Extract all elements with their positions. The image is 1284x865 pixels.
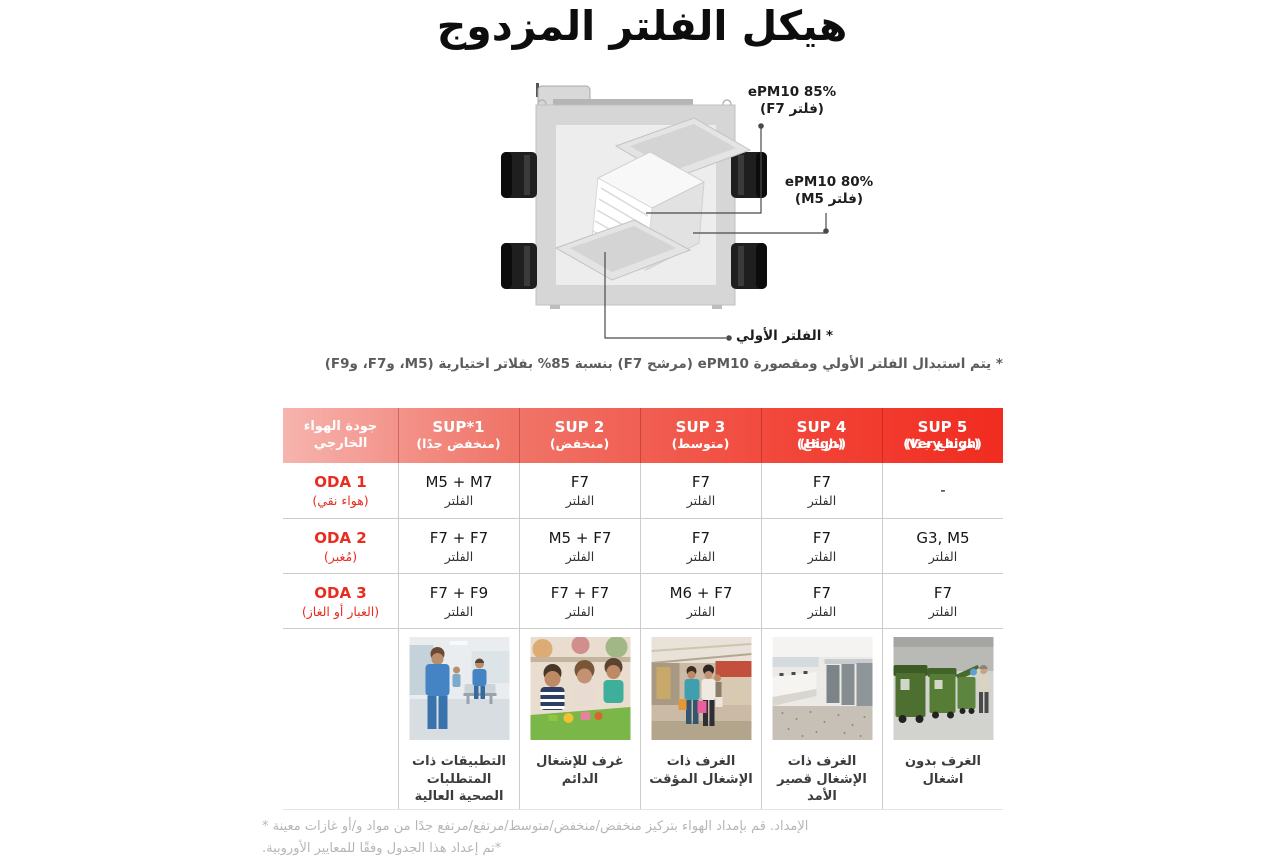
page-title: هيكل الفلتر المزدوج bbox=[436, 2, 848, 50]
application-caption: الغرف بدون اشغال bbox=[905, 754, 981, 787]
application-caption: غرف للإشغال الدائم bbox=[536, 754, 624, 787]
application-caption: التطبيقات ذات المتطلبات الصحية العالية bbox=[412, 754, 506, 805]
application-caption: الغرف ذات الإشغال المؤقت bbox=[649, 754, 753, 787]
hospital-corridor-image bbox=[409, 637, 510, 740]
application-cell-hospital: التطبيقات ذات المتطلبات الصحية العالية bbox=[398, 629, 519, 809]
duct-port-top-left bbox=[501, 152, 537, 198]
header-sup5: SUP 5 (مرتفع جدًا) (Very high) bbox=[882, 408, 1003, 463]
header-outdoor-air-quality: جودة الهواء الخارجي bbox=[303, 418, 378, 451]
footnote-supply: الإمداد. قم بإمداد الهواء بتركيز منخفض/م… bbox=[262, 819, 809, 834]
filter-f7-label: ePM10 85% (فلتر F7) bbox=[726, 84, 858, 118]
filter-m5-label-line1: ePM10 80% bbox=[784, 174, 874, 190]
shopping-mall-image bbox=[650, 637, 752, 740]
table-row-oda1: ODA 1 (هواء نقي) M5 + M7 الفلتر F7 الفلتر … bbox=[283, 463, 1003, 518]
table-header-row: جودة الهواء الخارجي SUP*1 (منخفض جدًا) S… bbox=[283, 408, 1003, 463]
filter-selection-table: جودة الهواء الخارجي SUP*1 (منخفض جدًا) S… bbox=[283, 408, 1003, 810]
footnote-standards: *تم إعداد هذا الجدول وفقًا للمعايير الأو… bbox=[262, 841, 502, 857]
header-sup2: SUP 2 (منخفض) bbox=[519, 408, 640, 463]
unit-top-rail bbox=[553, 99, 693, 106]
filter-m5-label: ePM10 80% (فلتر M5) bbox=[766, 174, 892, 208]
filter-m5-label-line2: (فلتر M5) bbox=[794, 190, 864, 207]
primary-filter-label: * الفلتر الأولي bbox=[736, 328, 834, 344]
ventilation-unit-diagram bbox=[501, 83, 829, 341]
duct-port-bottom-left bbox=[501, 243, 537, 289]
application-cell-mall: الغرف ذات الإشغال المؤقت bbox=[640, 629, 761, 809]
applications-empty-cell bbox=[283, 629, 398, 809]
table-row-oda2: ODA 2 (مُغبر) F7 + F7 الفلتر M5 + F7 الفلت… bbox=[283, 518, 1003, 573]
table-row-oda3: ODA 3 (الغبار أو الغاز) F7 + F9 الفلتر F7… bbox=[283, 573, 1003, 628]
application-cell-restroom: الغرف ذات الإشغال قصير الأمد bbox=[761, 629, 882, 809]
replacement-note: * يتم استبدال الفلتر الأولي ومقصورة ePM1… bbox=[324, 356, 1003, 372]
filter-f7-label-line1: ePM10 85% bbox=[747, 84, 837, 100]
header-sup1: SUP*1 (منخفض جدًا) bbox=[398, 408, 519, 463]
oda1-label: ODA 1 (هواء نقي) bbox=[312, 473, 369, 508]
oda2-label: ODA 2 (مُغبر) bbox=[314, 528, 367, 564]
children-playroom-image bbox=[530, 637, 631, 740]
filter-panel-m5 bbox=[554, 219, 692, 281]
duct-port-bottom-right bbox=[731, 243, 767, 289]
waste-bins-image bbox=[893, 637, 994, 740]
header-sup4: SUP 4 (مرتفع) (High) bbox=[761, 408, 882, 463]
filter-f7-label-line2: (فلتر F7) bbox=[760, 100, 824, 117]
application-cell-waste: الغرف بدون اشغال bbox=[882, 629, 1003, 809]
public-restroom-image bbox=[772, 637, 873, 740]
application-cell-playroom: غرف للإشغال الدائم bbox=[519, 629, 640, 809]
footnotes: الإمداد. قم بإمداد الهواء بتركيز منخفض/م… bbox=[262, 816, 1003, 860]
application-caption: الغرف ذات الإشغال قصير الأمد bbox=[777, 754, 867, 805]
header-sup3: SUP 3 (متوسط) bbox=[640, 408, 761, 463]
oda3-label: ODA 3 (الغبار أو الغاز) bbox=[301, 583, 380, 619]
applications-row: التطبيقات ذات المتطلبات الصحية العالية bbox=[283, 628, 1003, 810]
